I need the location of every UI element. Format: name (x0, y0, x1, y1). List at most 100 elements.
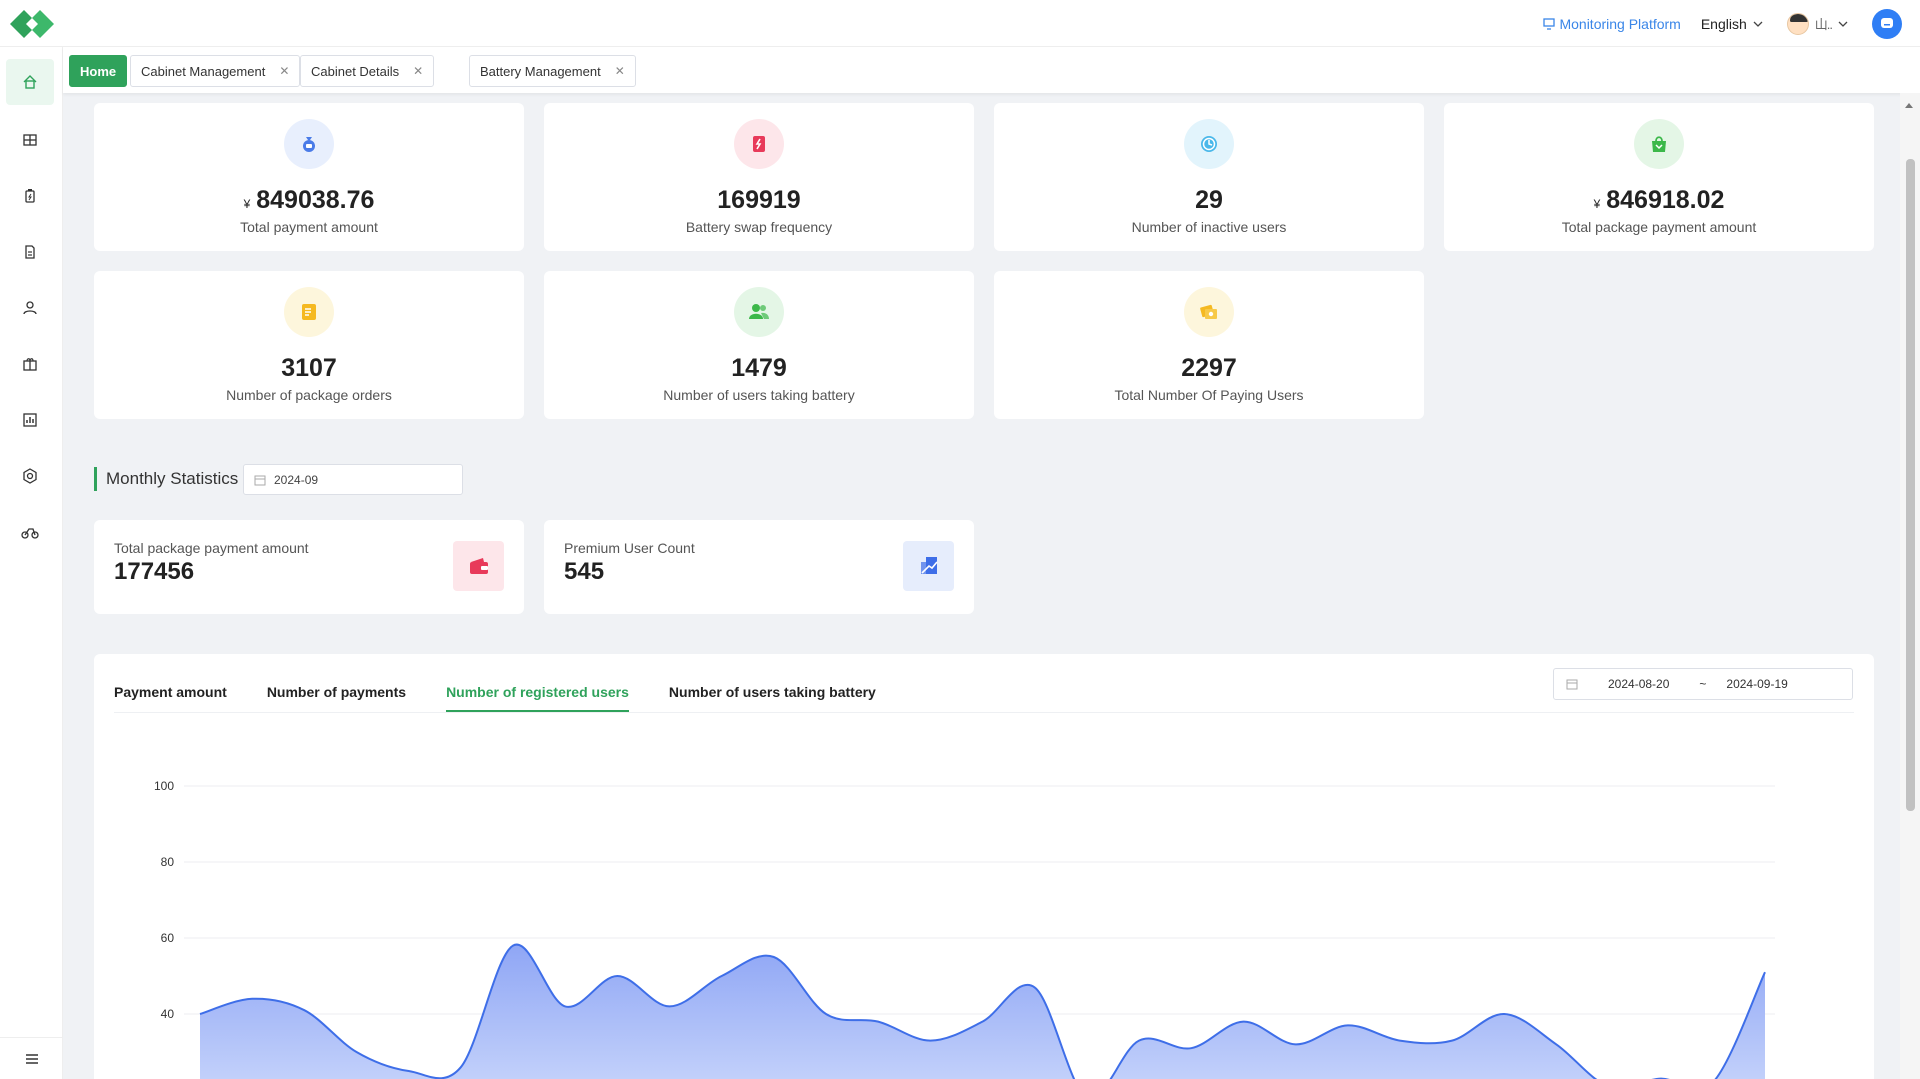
data-point[interactable] (1498, 1008, 1510, 1020)
tab-registered-users[interactable]: Number of registered users (446, 684, 629, 712)
tab-cabinet-details[interactable]: Cabinet Details ✕ (300, 55, 435, 87)
tabs-divider (114, 712, 1854, 713)
chart-tabs: Payment amount Number of payments Number… (114, 684, 876, 712)
close-icon[interactable]: ✕ (614, 64, 625, 78)
data-point[interactable] (1342, 1019, 1354, 1031)
home-icon (23, 75, 37, 89)
month-picker[interactable]: 2024-09 (243, 464, 463, 495)
monitoring-platform-label: Monitoring Platform (1559, 15, 1681, 32)
data-point[interactable] (1029, 981, 1041, 993)
settings-icon (23, 468, 37, 484)
data-point[interactable] (872, 1016, 884, 1028)
sidebar-item-battery[interactable] (6, 173, 54, 219)
sidebar-item-documents[interactable] (6, 229, 54, 275)
monitoring-platform-link[interactable]: Monitoring Platform (1543, 15, 1681, 32)
month-value: 2024-09 (274, 472, 319, 487)
close-icon[interactable]: ✕ (279, 64, 290, 78)
sidebar-item-reports[interactable] (6, 397, 54, 443)
calendar-icon (1566, 679, 1578, 690)
data-point[interactable] (351, 1046, 363, 1058)
data-point[interactable] (716, 970, 728, 982)
data-point[interactable] (559, 1000, 571, 1012)
chevron-down-icon (1753, 21, 1763, 27)
stat-card-paying-users: 2297 Total Number Of Paying Users (994, 271, 1424, 419)
stat-value: 169919 (717, 186, 801, 214)
data-point[interactable] (1133, 1035, 1145, 1047)
date-range-picker[interactable]: 2024-08-20 ~ 2024-09-19 (1553, 668, 1853, 700)
data-point[interactable] (924, 1035, 936, 1047)
user-menu[interactable]: 山.. (1786, 12, 1848, 35)
stat-card-users-taking-battery: 1479 Number of users taking battery (544, 271, 974, 419)
language-select[interactable]: English (1701, 16, 1763, 32)
package-icon (23, 358, 37, 371)
sidebar-item-settings[interactable] (6, 453, 54, 499)
logo-icon[interactable] (10, 8, 55, 40)
tab-number-of-payments[interactable]: Number of payments (266, 684, 407, 700)
close-icon[interactable]: ✕ (413, 64, 424, 78)
vehicle-icon (21, 528, 39, 539)
data-point[interactable] (403, 1065, 415, 1077)
data-point[interactable] (768, 951, 780, 963)
data-point[interactable] (611, 970, 623, 982)
y-tick-label: 60 (161, 931, 175, 945)
tab-label: Cabinet Details (311, 63, 400, 79)
data-point[interactable] (1655, 1073, 1667, 1079)
tab-users-taking-battery[interactable]: Number of users taking battery (668, 684, 876, 700)
sidebar-item-home[interactable] (6, 59, 54, 105)
data-point[interactable] (1394, 1035, 1406, 1047)
stat-label: Battery swap frequency (685, 219, 833, 235)
data-point[interactable] (455, 1061, 467, 1073)
stat-value: 3107 (281, 354, 337, 382)
tab-label: Cabinet Management (141, 63, 266, 79)
data-point[interactable] (1446, 1035, 1458, 1047)
calendar-icon (254, 475, 266, 485)
data-point[interactable] (977, 1016, 989, 1028)
data-point[interactable] (1550, 1038, 1562, 1050)
sidebar-item-users[interactable] (6, 285, 54, 331)
tab-home[interactable]: Home (69, 55, 128, 87)
monthly-statistics-title: Monthly Statistics (94, 467, 238, 491)
chart-panel: Payment amount Number of payments Number… (94, 654, 1874, 1079)
data-point[interactable] (1237, 1016, 1249, 1028)
data-point[interactable] (507, 940, 519, 952)
range-end[interactable]: 2024-09-19 (1726, 677, 1788, 691)
data-point[interactable] (298, 1004, 310, 1016)
stat-card-total-payment: ¥849038.76 Total payment amount (94, 103, 524, 251)
avatar (1786, 12, 1809, 35)
sidebar-item-vehicles[interactable] (6, 509, 54, 555)
stat-label: Total payment amount (240, 219, 378, 235)
vertical-scrollbar[interactable] (1900, 93, 1920, 1079)
collapse-menu-button[interactable] (0, 1037, 63, 1079)
message-button[interactable] (1872, 8, 1902, 39)
stat-label: Number of inactive users (1131, 219, 1287, 235)
stat-value: ¥849038.76 (243, 186, 375, 214)
data-point[interactable] (194, 1008, 206, 1020)
sidebar-item-packages[interactable] (6, 341, 54, 387)
sidebar-item-cabinet[interactable] (6, 117, 54, 163)
stat-card-inactive-users: 29 Number of inactive users (994, 103, 1424, 251)
data-point[interactable] (1185, 1042, 1197, 1054)
data-point[interactable] (1290, 1038, 1302, 1050)
data-point[interactable] (246, 993, 258, 1005)
series-line (199, 943, 1766, 1079)
data-point[interactable] (664, 1000, 676, 1012)
monitor-icon (1543, 17, 1556, 30)
monthly-card-value: 545 (564, 558, 605, 585)
data-point[interactable] (820, 1008, 832, 1020)
registered-users-chart: 40 60 80 100 (154, 779, 1775, 1079)
language-label: English (1700, 15, 1747, 32)
tab-cabinet-management[interactable]: Cabinet Management ✕ (130, 55, 301, 87)
range-separator: ~ (1699, 677, 1707, 691)
data-point[interactable] (1759, 966, 1771, 978)
scroll-up-icon[interactable] (1905, 103, 1913, 108)
orders-icon (284, 287, 334, 337)
battery-icon (25, 189, 35, 203)
range-start[interactable]: 2024-08-20 (1608, 677, 1670, 691)
tab-label: Home (80, 63, 117, 79)
scroll-thumb[interactable] (1906, 159, 1915, 811)
stat-value: 2297 (1181, 354, 1237, 382)
premium-icon (903, 541, 954, 591)
tab-battery-management[interactable]: Battery Management ✕ (469, 55, 636, 87)
tab-payment-amount[interactable]: Payment amount (114, 684, 227, 700)
top-header: Monitoring Platform English 山.. (0, 0, 1920, 47)
